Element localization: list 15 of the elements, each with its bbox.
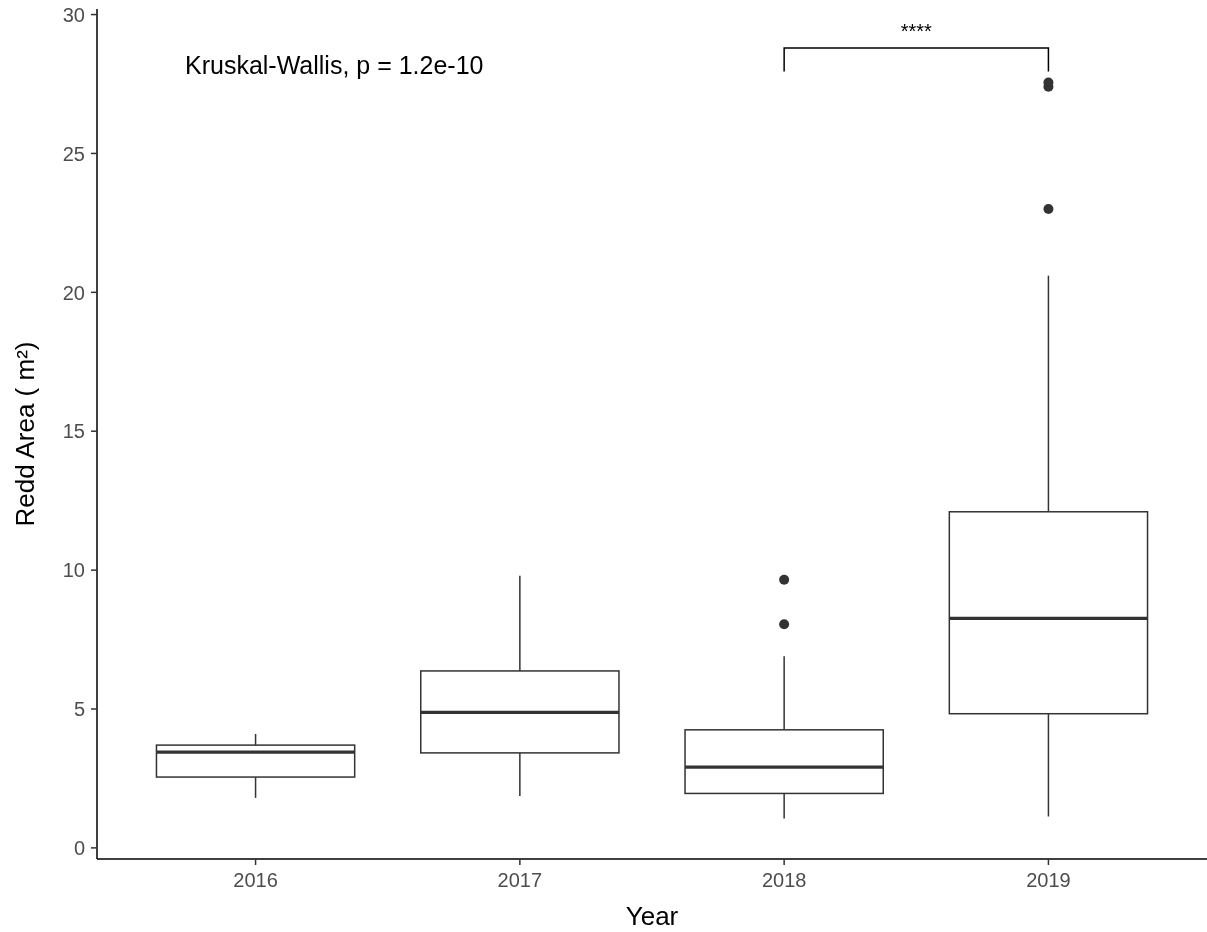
y-tick-label: 10 bbox=[62, 559, 85, 582]
y-tick-label: 30 bbox=[62, 3, 85, 26]
y-tick-label: 5 bbox=[73, 698, 85, 721]
x-tick-label: 2019 bbox=[1026, 869, 1071, 891]
y-tick-label: 25 bbox=[62, 142, 85, 165]
x-axis-title: Year bbox=[625, 901, 679, 931]
x-tick-label: 2017 bbox=[497, 869, 543, 891]
x-tick-label: 2018 bbox=[761, 869, 807, 891]
x-tick-label: 2016 bbox=[233, 869, 278, 891]
annotation: **** bbox=[900, 19, 933, 42]
y-tick-label: 0 bbox=[73, 837, 85, 860]
annotation: Kruskal-Wallis, p = 1.2e-10 bbox=[185, 51, 484, 79]
y-tick-label: 20 bbox=[62, 281, 85, 304]
y-tick-label: 15 bbox=[62, 420, 85, 443]
y-axis-title: Redd Area ( m²) bbox=[10, 341, 40, 527]
